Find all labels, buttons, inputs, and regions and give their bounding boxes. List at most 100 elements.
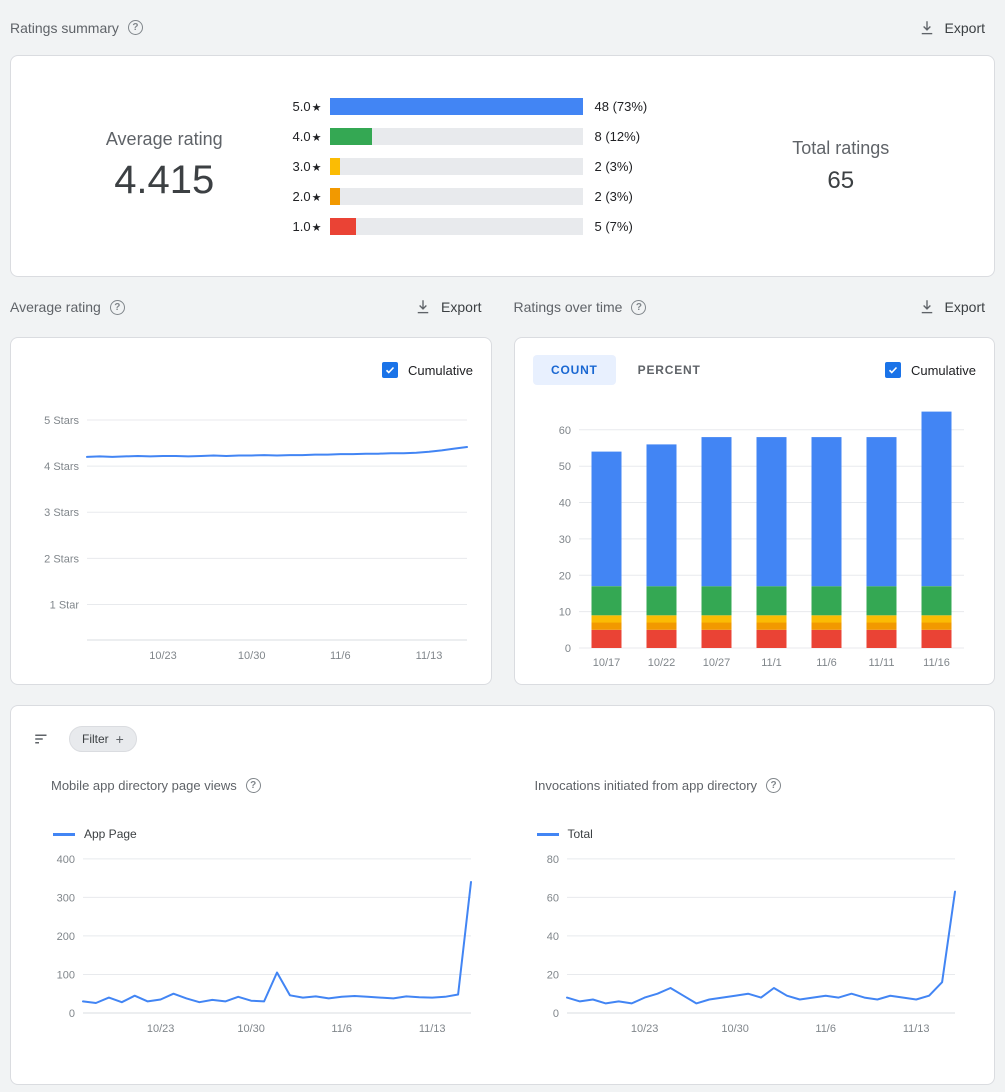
invocations-legend: Total (536, 827, 967, 841)
bar-segment-4-star (646, 586, 677, 616)
star-icon: ★ (311, 131, 322, 144)
bar-segment-5-star (591, 451, 622, 587)
page-views-chart-block: Mobile app directory page views ? App Pa… (39, 778, 483, 1043)
invocations-title: Invocations initiated from app directory (534, 778, 758, 793)
bar-segment-2-star (756, 622, 787, 630)
star-icon: ★ (311, 161, 322, 174)
ratings-over-time-card: COUNT PERCENT Cumulative 0 10 20 30 40 50 60 10… (514, 337, 995, 685)
rating-star-label: 4.0★ (292, 128, 322, 144)
average-rating-value: 4.415 (114, 158, 215, 202)
average-rating-header: Average rating ? Export (10, 277, 492, 337)
star-icon: ★ (311, 221, 322, 234)
rating-distribution-row: 2.0★ 2 (3%) (284, 187, 722, 205)
help-icon[interactable]: ? (766, 778, 782, 793)
ratings-over-time-section-title: Ratings over time (513, 299, 623, 315)
average-rating-section-title: Average rating (10, 299, 101, 315)
export-button-summary[interactable]: Export (908, 13, 995, 43)
y-tick-label: 50 (559, 461, 571, 473)
bar-segment-1-star (646, 629, 677, 648)
filter-list-icon[interactable] (33, 730, 51, 748)
y-tick-label: 0 (69, 1008, 75, 1020)
x-tick-label: 11/6 (816, 657, 837, 669)
x-tick-label: 11/13 (416, 650, 443, 662)
y-tick-label: 100 (57, 970, 75, 982)
rating-distribution-row: 5.0★ 48 (73%) (284, 97, 722, 115)
tab-count[interactable]: COUNT (533, 355, 616, 385)
x-tick-label: 11/6 (331, 1023, 352, 1035)
bar-segment-5-star (701, 437, 732, 587)
rating-count: 5 (7%) (594, 218, 633, 234)
x-tick-label: 11/16 (923, 657, 950, 669)
x-tick-label: 10/30 (237, 1023, 265, 1035)
x-tick-label: 10/23 (630, 1023, 658, 1035)
cumulative-checkbox-over-time[interactable]: Cumulative (884, 362, 976, 378)
bar-segment-3-star (591, 615, 622, 623)
bar-segment-5-star (811, 437, 842, 587)
legend-line-icon (536, 832, 559, 836)
cumulative-label: Cumulative (910, 362, 976, 378)
x-tick-label: 10/17 (593, 657, 621, 669)
bar-segment-1-star (701, 629, 732, 648)
rating-count: 2 (3%) (594, 188, 633, 204)
rating-bar-fill (329, 157, 341, 175)
filter-chip[interactable]: Filter + (69, 726, 137, 752)
x-tick-label: 11/13 (902, 1023, 929, 1035)
legend-label: App Page (84, 827, 137, 841)
rating-count: 2 (3%) (594, 158, 633, 174)
bar-segment-5-star (921, 411, 952, 587)
y-tick-label: 300 (57, 892, 75, 904)
bar-segment-1-star (921, 629, 952, 648)
checkbox-checked-icon (884, 362, 901, 378)
help-icon[interactable]: ? (631, 299, 647, 315)
rating-count: 48 (73%) (594, 98, 648, 114)
page-views-title-wrap: Mobile app directory page views ? (39, 778, 483, 793)
y-tick-label: 200 (57, 931, 75, 943)
export-button-average-rating[interactable]: Export (404, 292, 491, 322)
bar-segment-4-star (591, 586, 622, 616)
bar-segment-1-star (811, 629, 842, 648)
ratings-summary-title-wrap: Ratings summary ? (10, 20, 143, 36)
download-icon (921, 300, 932, 314)
cumulative-checkbox-average[interactable]: Cumulative (381, 362, 473, 378)
x-tick-label: 11/6 (330, 650, 351, 662)
star-icon: ★ (311, 191, 322, 204)
bar-segment-4-star (921, 586, 952, 616)
average-rating-title-wrap: Average rating ? (10, 299, 125, 315)
help-icon[interactable]: ? (245, 778, 261, 793)
bar-segment-4-star (756, 586, 787, 616)
line-series (565, 890, 956, 1005)
filter-row: Filter + (11, 722, 994, 752)
bar-segment-1-star (866, 629, 897, 648)
help-icon[interactable]: ? (109, 299, 125, 315)
ratings-over-time-title-wrap: Ratings over time ? (514, 299, 647, 315)
invocations-title-wrap: Invocations initiated from app directory… (523, 778, 967, 793)
count-percent-tabs: COUNT PERCENT (533, 355, 719, 385)
y-tick-label: 80 (546, 854, 558, 866)
ratings-over-time-toolbar: COUNT PERCENT Cumulative (533, 354, 976, 386)
bar-segment-5-star (646, 444, 677, 587)
cumulative-label: Cumulative (407, 362, 473, 378)
help-icon[interactable]: ? (127, 20, 143, 35)
app-directory-stats-card: Filter + Mobile app directory page views… (10, 705, 995, 1085)
legend-label: Total (567, 827, 593, 841)
bar-segment-2-star (701, 622, 732, 630)
average-rating-card: Cumulative 5 Stars 4 Stars 3 Stars 2 Stars 1… (10, 337, 492, 685)
y-tick-label: 10 (559, 607, 571, 619)
export-label: Export (944, 299, 985, 315)
tab-percent[interactable]: PERCENT (637, 363, 701, 377)
total-ratings-block: Total ratings 65 (722, 138, 961, 195)
rating-bar-fill (329, 97, 583, 115)
export-label: Export (944, 19, 985, 36)
bar-segment-3-star (701, 615, 732, 623)
rating-bar-track (329, 97, 583, 115)
bar-segment-1-star (756, 629, 787, 648)
bar-segment-1-star (591, 629, 622, 648)
bottom-charts-row: Mobile app directory page views ? App Pa… (11, 752, 994, 1043)
rating-star-label: 2.0★ (292, 188, 322, 204)
export-button-ratings-over-time[interactable]: Export (908, 292, 995, 322)
bar-segment-5-star (756, 437, 787, 587)
legend-line-icon (53, 832, 75, 836)
y-tick-label: 5 Stars (44, 415, 79, 427)
y-tick-label: 0 (565, 643, 571, 655)
average-rating-label: Average rating (105, 129, 223, 149)
